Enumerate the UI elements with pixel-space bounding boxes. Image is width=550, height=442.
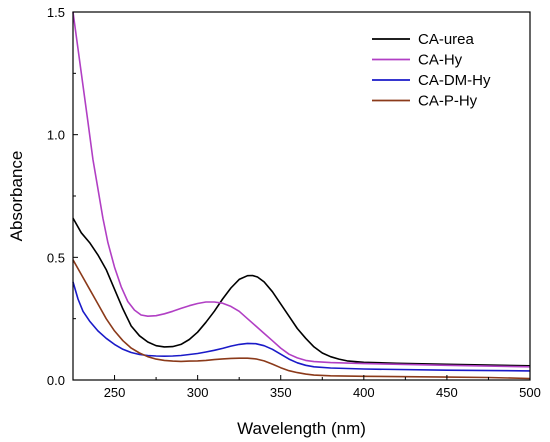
x-tick-label: 350 [270,385,292,400]
plot-area [72,11,531,380]
y-tick-label: 0.0 [47,373,65,388]
legend: CA-urea CA-Hy CA-DM-Hy CA-P-Hy [372,31,491,110]
x-tick-label: 450 [436,385,458,400]
series-line-ca-dm-hy [72,281,531,372]
x-tick-label: 400 [353,385,375,400]
x-tick-label: 500 [519,385,541,400]
x-axis-title: Wavelength (nm) [237,419,366,438]
legend-label: CA-urea [418,31,475,48]
x-tick-label: 250 [104,385,126,400]
series-line-ca-urea [72,217,531,367]
y-axis-title: Absorbance [7,151,26,242]
x-tick-label: 300 [187,385,209,400]
y-tick-label: 0.5 [47,250,65,265]
y-tick-label: 1.5 [47,5,65,20]
series-line-ca-hy [72,11,531,368]
legend-label: CA-Hy [418,52,463,69]
legend-label: CA-P-Hy [418,93,478,110]
legend-label: CA-DM-Hy [418,72,491,89]
y-tick-label: 1.0 [47,128,65,143]
series-line-ca-p-hy [72,259,531,380]
axes: 250 300 350 400 450 500 0.0 0.5 1.0 1.5 [47,5,541,400]
